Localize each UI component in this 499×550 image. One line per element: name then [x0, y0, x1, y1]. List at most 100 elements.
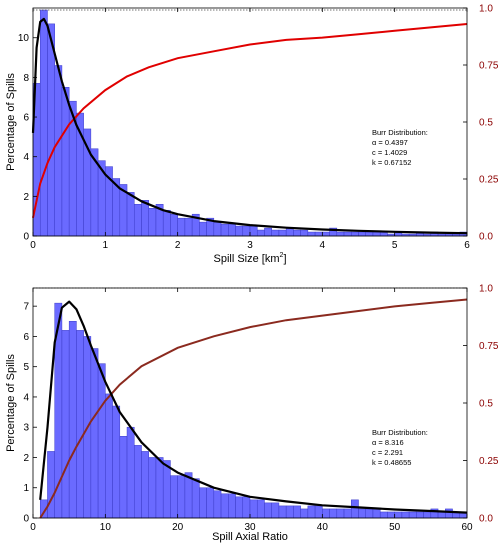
axial-histogram-bar [191, 478, 200, 519]
axial-x-tick-label: 50 [389, 522, 401, 533]
size-histogram-bar [300, 229, 309, 237]
axial-histogram-bar [228, 493, 236, 519]
axial-histogram-bar [264, 502, 272, 519]
axial-x-tick-label: 40 [317, 522, 329, 533]
size-burr-annotation-line: k = 0.67152 [372, 158, 411, 167]
size-y2-tick-label: 0.25 [479, 175, 499, 186]
axial-y-axis-label: Percentage of Spills [5, 354, 17, 452]
size-burr-annotation-line: α = 0.4397 [372, 138, 408, 147]
axial-histogram-bar [379, 511, 388, 519]
axial-cdf-line [39, 298, 468, 519]
size-x-axis-label-superscript: 2 [280, 252, 284, 259]
axial-histogram-bar [47, 451, 55, 519]
axial-histogram-bar [329, 508, 338, 519]
size-y2-tick-label: 1.0 [479, 4, 493, 15]
size-histogram-bar [39, 9, 48, 237]
size-burr-annotation-line: Burr Distribution: [372, 128, 428, 137]
axial-y-tick-label: 0 [23, 514, 29, 525]
axial-histogram-bar [358, 508, 366, 519]
size-y2-tick-label: 0.75 [479, 61, 499, 72]
size-x-tick-label: 1 [103, 240, 109, 251]
axial-burr-annotation-line: k = 0.48655 [372, 458, 411, 467]
axial-histogram-bar [90, 348, 99, 519]
axial-y2-tick-label: 0.75 [479, 341, 499, 352]
axial-x-tick-label: 20 [172, 522, 184, 533]
axial-histogram-bar [220, 493, 229, 519]
size-histogram-bar [314, 231, 323, 237]
axial-histogram-bar [445, 508, 453, 519]
axial-histogram-bar [271, 502, 280, 519]
size-x-tick-label: 4 [320, 240, 326, 251]
axial-histogram-bar [76, 330, 84, 519]
axial-histogram-bar [206, 487, 215, 519]
size-burr-annotation-line: c = 1.4029 [372, 148, 407, 157]
size-histogram-bar [148, 207, 157, 237]
axial-x-tick-label: 10 [100, 522, 112, 533]
axial-y-tick-label: 2 [23, 453, 29, 464]
size-y-tick-label: 6 [23, 113, 29, 124]
axial-histogram-bar [68, 321, 77, 519]
axial-x-axis-label-main: Spill Axial Ratio [212, 531, 288, 543]
axial-y2-tick-label: 0.25 [479, 456, 499, 467]
size-y2-tick-label: 0.0 [479, 232, 493, 243]
size-y-tick-label: 8 [23, 73, 29, 84]
axial-histogram-bar [300, 508, 309, 519]
axial-histogram-bar [256, 499, 265, 519]
axial-histogram-bar [322, 508, 330, 519]
axial-histogram-bar [162, 460, 171, 519]
axial-y-tick-label: 5 [23, 362, 29, 373]
size-x-axis-label-end: ] [283, 253, 286, 265]
axial-y-tick-label: 1 [23, 483, 29, 494]
size-histogram-bar [134, 204, 142, 237]
axial-bars [39, 302, 468, 519]
size-x-tick-label: 5 [392, 240, 398, 251]
axial-histogram-bar [112, 405, 121, 519]
axial-histogram-bar [423, 511, 432, 519]
size-burr-fit-line [31, 17, 468, 235]
axial-histogram-bar [394, 511, 403, 519]
axial-burr-fit-line [39, 300, 468, 514]
axial-histogram-bar [97, 363, 106, 519]
axial-y2-tick-label: 1.0 [479, 284, 493, 295]
size-x-tick-label: 6 [464, 240, 470, 251]
axial-histogram-bar [416, 511, 424, 519]
size-histogram-bar [278, 229, 287, 237]
size-histogram-bar [307, 231, 316, 237]
spill-axial-ratio-chart: 0 10 20 30 40 50 60 0 1 2 3 4 5 6 7 0.0 0.25 0.5 0.75 1.0 Pe… [5, 284, 499, 544]
axial-histogram-bar [126, 426, 135, 519]
size-histogram-bar [141, 200, 149, 237]
size-y2-tick-label: 0.5 [479, 118, 493, 129]
size-histogram-bar [365, 231, 374, 237]
size-histogram-bar [336, 231, 345, 237]
axial-histogram-bar [170, 475, 178, 519]
axial-y2-tick-label: 0.5 [479, 399, 493, 410]
axial-x-tick-label: 60 [461, 522, 473, 533]
axial-histogram-bar [307, 505, 316, 519]
size-histogram-bar [358, 231, 366, 237]
size-histogram-bar [162, 209, 171, 237]
size-x-tick-label: 2 [175, 240, 181, 251]
size-bars [32, 9, 468, 237]
axial-histogram-bar [61, 330, 70, 519]
size-histogram-bar [351, 231, 359, 237]
size-histogram-bar [213, 221, 222, 237]
axial-histogram-bar [437, 511, 446, 519]
axial-histogram-bar [155, 457, 164, 519]
size-histogram-bar [271, 229, 280, 237]
axial-histogram-bar [119, 436, 128, 519]
axial-histogram-bar [199, 487, 207, 519]
size-histogram-bar [220, 223, 229, 237]
size-y-tick-label: 4 [23, 152, 29, 163]
size-histogram-bar [177, 217, 186, 237]
axial-x-tick-label: 0 [30, 522, 36, 533]
size-histogram-bar [322, 231, 330, 237]
axial-histogram-bar [372, 508, 381, 519]
size-histogram-bar [264, 227, 272, 237]
size-y-tick-label: 0 [23, 232, 29, 243]
size-x-axis-label-main: Spill Size [km [214, 253, 280, 265]
size-histogram-bar [228, 223, 236, 237]
axial-histogram-bar [285, 505, 294, 519]
size-histogram-bar [61, 87, 70, 237]
size-x-axis-label: Spill Size [km2] [214, 252, 287, 265]
axial-histogram-bar [184, 472, 193, 519]
